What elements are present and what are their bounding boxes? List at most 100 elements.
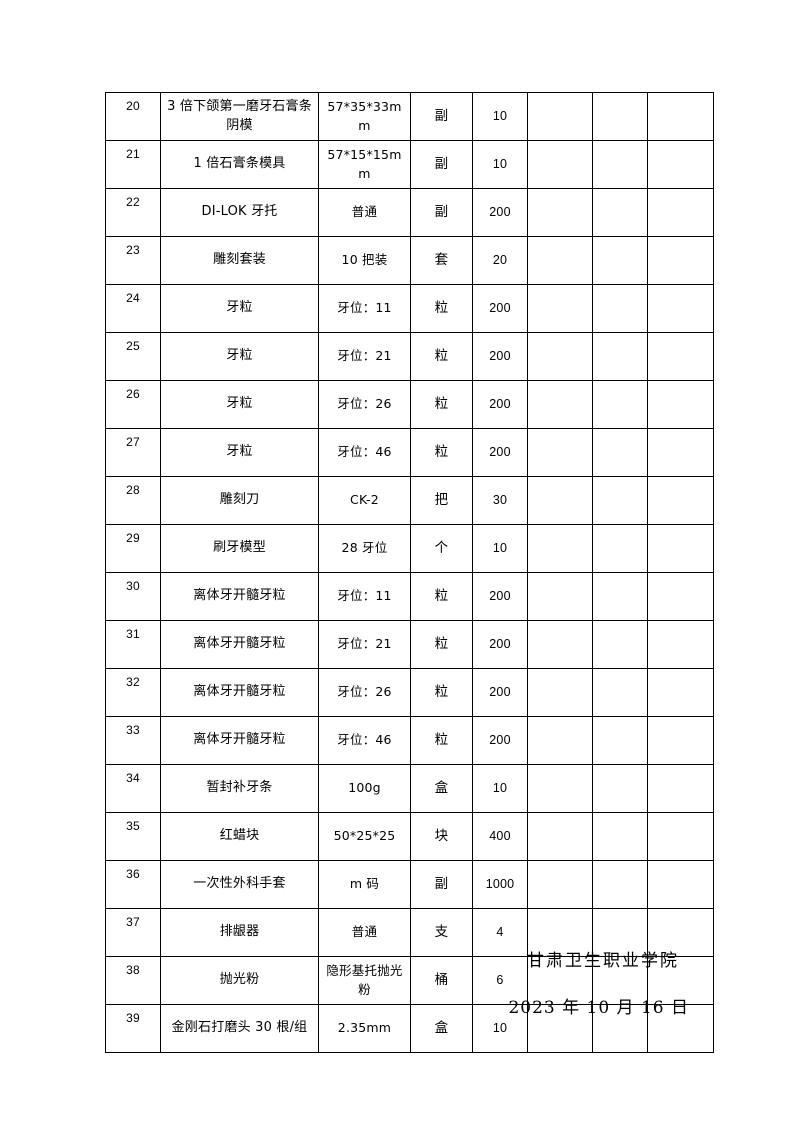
cell-name-text: 牙粒 xyxy=(226,348,253,364)
cell-unit: 支 xyxy=(410,908,473,957)
cell-unit-text: 块 xyxy=(434,827,449,844)
cell-unit-text: 粒 xyxy=(434,683,449,700)
table-row: 29 刷牙模型 28 牙位 个 10 xyxy=(105,524,714,573)
cell-qty-text: 10 xyxy=(492,541,508,556)
cell-index-text: 29 xyxy=(126,531,140,545)
cell-blank2 xyxy=(592,764,648,813)
cell-spec: 57*35*33mm xyxy=(318,92,411,141)
cell-name-text: 牙粒 xyxy=(226,444,253,460)
cell-qty: 20 xyxy=(472,236,528,285)
cell-spec: 牙位：26 xyxy=(318,668,411,717)
cell-blank1 xyxy=(527,92,593,141)
cell-index: 27 xyxy=(105,428,161,477)
cell-unit-text: 粒 xyxy=(434,299,449,316)
cell-blank2 xyxy=(592,476,648,525)
table-row: 21 1 倍石膏条模具 57*15*15mm 副 10 xyxy=(105,140,714,189)
cell-qty: 200 xyxy=(472,620,528,669)
cell-qty-text: 200 xyxy=(489,685,511,700)
cell-index-text: 24 xyxy=(126,291,140,305)
cell-spec: 牙位：21 xyxy=(318,620,411,669)
cell-qty-text: 200 xyxy=(489,733,511,748)
table-row: 23 雕刻套装 10 把装 套 20 xyxy=(105,236,714,285)
cell-blank2 xyxy=(592,140,648,189)
cell-blank3 xyxy=(647,524,714,573)
cell-blank2 xyxy=(592,668,648,717)
cell-unit-text: 桶 xyxy=(434,971,449,988)
cell-spec: 10 把装 xyxy=(318,236,411,285)
cell-name: 雕刻套装 xyxy=(160,236,319,285)
cell-name-text: 刷牙模型 xyxy=(213,540,266,556)
cell-unit: 副 xyxy=(410,188,473,237)
cell-name: 暂封补牙条 xyxy=(160,764,319,813)
cell-blank3 xyxy=(647,284,714,333)
cell-index: 20 xyxy=(105,92,161,141)
cell-spec-text: 57*35*33mm xyxy=(327,99,402,133)
cell-blank3 xyxy=(647,1004,714,1053)
cell-name-text: 红蜡块 xyxy=(219,828,260,844)
cell-index: 39 xyxy=(105,1004,161,1053)
cell-spec-text: 牙位：46 xyxy=(337,732,392,748)
cell-unit: 粒 xyxy=(410,332,473,381)
cell-name-text: DI-LOK 牙托 xyxy=(201,204,278,220)
cell-name: 牙粒 xyxy=(160,284,319,333)
cell-qty: 10 xyxy=(472,764,528,813)
cell-index-text: 33 xyxy=(126,723,140,737)
cell-unit: 粒 xyxy=(410,284,473,333)
cell-unit-text: 副 xyxy=(434,875,449,892)
cell-unit: 粒 xyxy=(410,572,473,621)
cell-qty-text: 10 xyxy=(492,781,508,796)
cell-unit-text: 粒 xyxy=(434,443,449,460)
cell-blank1 xyxy=(527,620,593,669)
cell-blank3 xyxy=(647,428,714,477)
cell-unit: 副 xyxy=(410,92,473,141)
cell-name: 牙粒 xyxy=(160,332,319,381)
cell-unit-text: 副 xyxy=(434,203,449,220)
cell-spec-text: 10 把装 xyxy=(341,252,388,268)
cell-qty: 200 xyxy=(472,284,528,333)
footer-date: 2023 年 10 月 16 日 xyxy=(508,998,689,1019)
table-row: 20 3 倍下颌第一磨牙石膏条阴模 57*35*33mm 副 10 xyxy=(105,92,714,141)
cell-blank1 xyxy=(527,476,593,525)
cell-unit: 粒 xyxy=(410,668,473,717)
cell-name-text: 离体牙开髓牙粒 xyxy=(193,636,286,652)
cell-name: 抛光粉 xyxy=(160,956,319,1005)
cell-unit: 副 xyxy=(410,140,473,189)
cell-name-text: 1 倍石膏条模具 xyxy=(193,156,286,172)
cell-index-text: 39 xyxy=(126,1011,140,1025)
cell-qty: 200 xyxy=(472,572,528,621)
cell-name: 金刚石打磨头 30 根/组 xyxy=(160,1004,319,1053)
cell-spec: 隐形基托抛光粉 xyxy=(318,956,411,1005)
cell-name-text: 雕刻刀 xyxy=(219,492,260,508)
cell-index: 22 xyxy=(105,188,161,237)
cell-name-text: 雕刻套装 xyxy=(213,252,266,268)
cell-qty-text: 20 xyxy=(492,253,508,268)
cell-unit-text: 把 xyxy=(434,491,449,508)
cell-name-text: 牙粒 xyxy=(226,396,253,412)
cell-spec: 牙位：26 xyxy=(318,380,411,429)
cell-spec-text: 牙位：21 xyxy=(337,636,392,652)
cell-index: 23 xyxy=(105,236,161,285)
cell-unit-text: 盒 xyxy=(434,1019,449,1036)
cell-name-text: 牙粒 xyxy=(226,300,253,316)
cell-unit-text: 套 xyxy=(434,251,449,268)
cell-blank2 xyxy=(592,524,648,573)
cell-blank3 xyxy=(647,956,714,1005)
footer-signature-block: 甘肃卫生职业学院 2023 年 10 月 16 日 xyxy=(0,948,713,1022)
cell-qty-text: 6 xyxy=(496,973,504,988)
cell-unit: 套 xyxy=(410,236,473,285)
cell-qty-text: 10 xyxy=(492,157,508,172)
cell-index: 25 xyxy=(105,332,161,381)
cell-spec-text: 牙位：21 xyxy=(337,348,392,364)
cell-name: DI-LOK 牙托 xyxy=(160,188,319,237)
table-row: 36 一次性外科手套 m 码 副 1000 xyxy=(105,860,714,909)
cell-name-text: 排龈器 xyxy=(219,924,260,940)
cell-blank1 xyxy=(527,524,593,573)
cell-blank3 xyxy=(647,332,714,381)
cell-blank1 xyxy=(527,908,593,957)
cell-blank1 xyxy=(527,332,593,381)
cell-name: 离体牙开髓牙粒 xyxy=(160,620,319,669)
cell-index-text: 34 xyxy=(126,771,140,785)
cell-blank2 xyxy=(592,620,648,669)
cell-spec: 牙位：46 xyxy=(318,716,411,765)
cell-unit: 块 xyxy=(410,812,473,861)
